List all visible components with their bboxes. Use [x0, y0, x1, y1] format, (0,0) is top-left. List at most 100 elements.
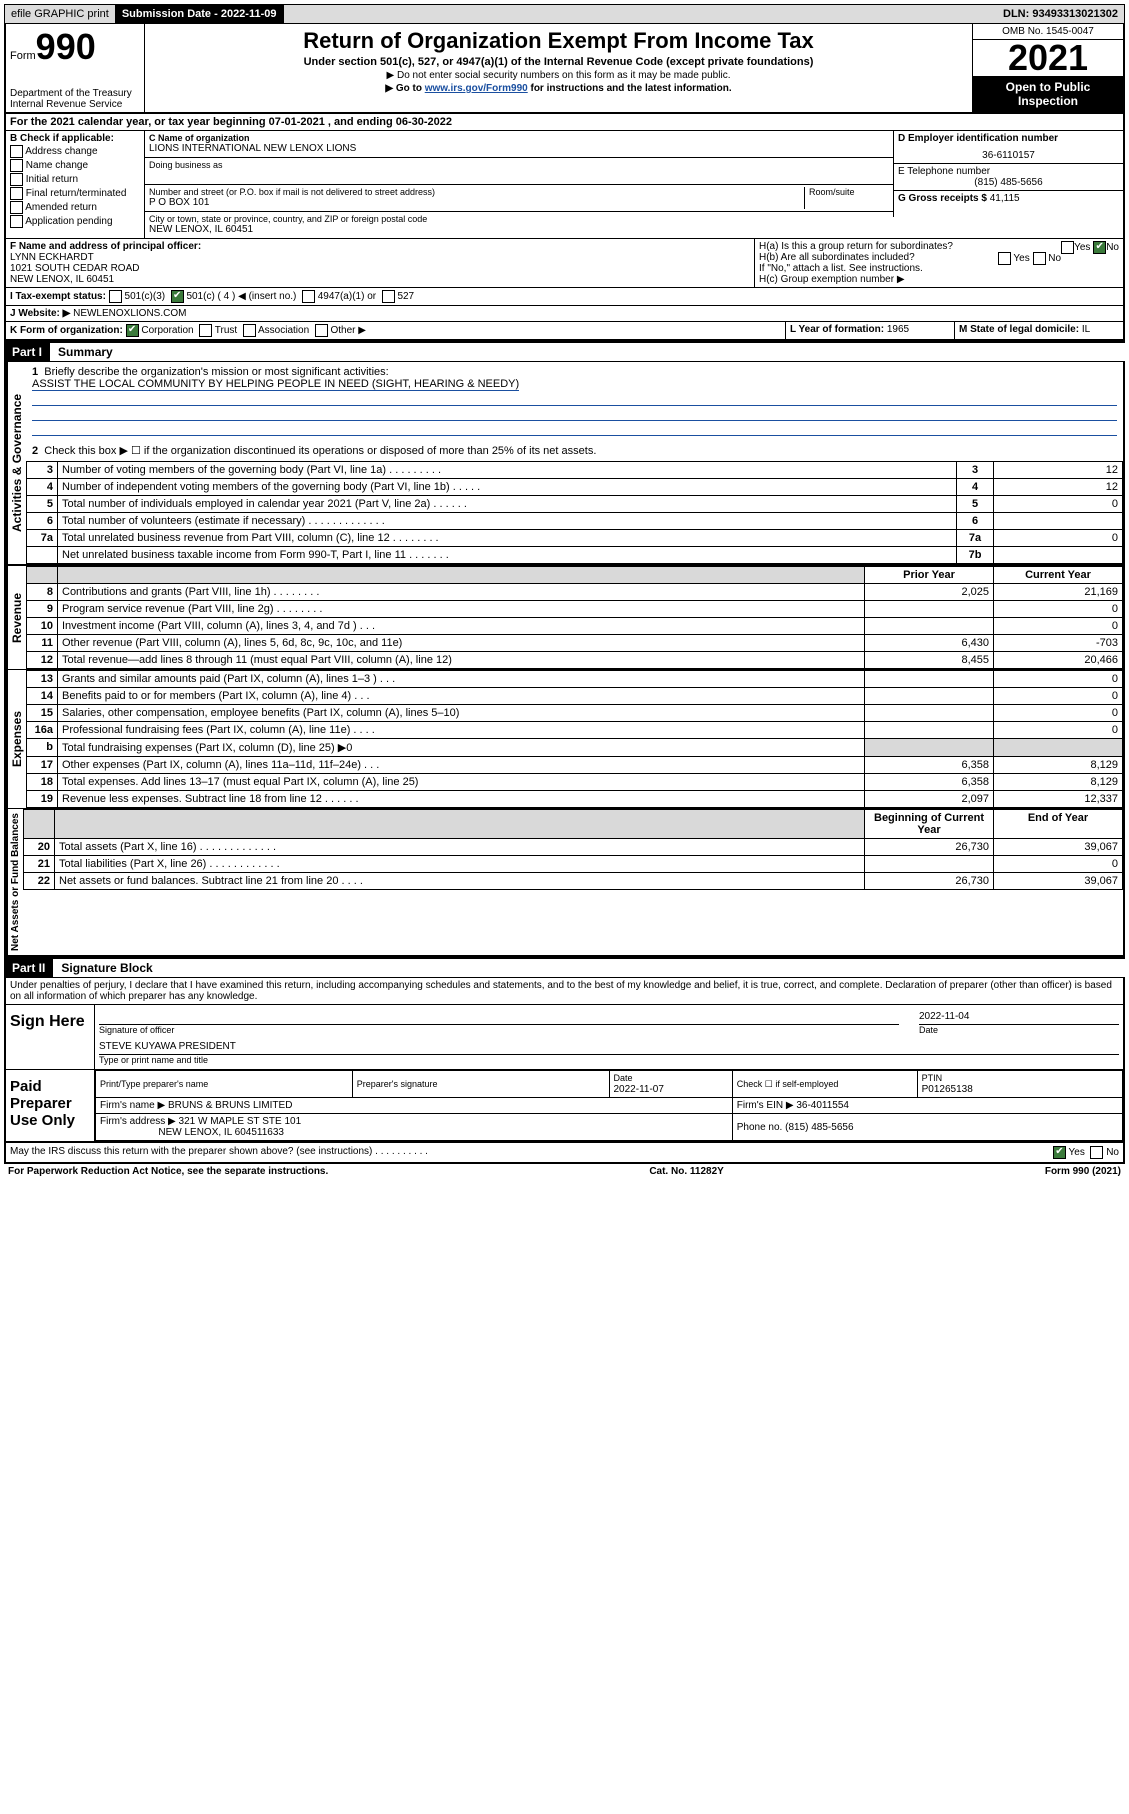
irs-link[interactable]: www.irs.gov/Form990 [425, 83, 528, 94]
submission-date[interactable]: Submission Date - 2022-11-09 [116, 5, 284, 23]
tax-status: I Tax-exempt status: 501(c)(3) ✔ 501(c) … [4, 288, 1125, 306]
f-label: F Name and address of principal officer: [10, 241, 750, 252]
box-c: C Name of organization LIONS INTERNATION… [145, 131, 893, 238]
l-val: 1965 [887, 324, 909, 335]
part2-label: Part II [4, 959, 53, 977]
firm-ein-label: Firm's EIN ▶ [737, 1100, 794, 1111]
note-goto: ▶ Go to www.irs.gov/Form990 for instruct… [151, 83, 966, 94]
box-h: H(a) Is this a group return for subordin… [755, 239, 1123, 287]
open-public: Open to Public Inspection [973, 76, 1123, 112]
form-title-box: Return of Organization Exempt From Incom… [145, 24, 972, 112]
vlabel-exp: Expenses [6, 670, 26, 808]
revenue-table: Prior YearCurrent Year8Contributions and… [26, 566, 1123, 669]
chk-amended[interactable]: Amended return [10, 201, 140, 214]
form-ref: Form 990 (2021) [1045, 1166, 1121, 1177]
org-name: LIONS INTERNATIONAL NEW LENOX LIONS [149, 143, 889, 154]
tax-year: 2021 [973, 40, 1123, 76]
k-trust: Trust [215, 325, 237, 336]
org-addr: P O BOX 101 [149, 197, 804, 208]
g-label: G Gross receipts $ [898, 193, 987, 204]
m-label: M State of legal domicile: [959, 324, 1079, 335]
dept-label: Department of the Treasury [10, 88, 140, 99]
assets-section: Net Assets or Fund Balances Beginning of… [4, 808, 1125, 957]
discuss-yes: Yes [1069, 1147, 1085, 1158]
line-a: For the 2021 calendar year, or tax year … [4, 114, 1125, 131]
c3: 501(c)(3) [125, 291, 166, 302]
dln: DLN: 93493313021302 [997, 5, 1124, 23]
form-label: Form [10, 50, 36, 62]
goto-suffix: for instructions and the latest informat… [528, 83, 732, 94]
gross-receipts: 41,115 [990, 193, 1020, 204]
officer-title-label: Type or print name and title [99, 1055, 1119, 1065]
vlabel-net: Net Assets or Fund Balances [6, 809, 23, 955]
org-city: NEW LENOX, IL 60451 [149, 224, 889, 235]
l-label: L Year of formation: [790, 324, 884, 335]
hc: H(c) Group exemption number ▶ [759, 274, 1119, 285]
ha: H(a) Is this a group return for subordin… [759, 241, 1119, 252]
sign-here-label: Sign Here [6, 1005, 95, 1069]
chk-final[interactable]: Final return/terminated [10, 187, 140, 200]
addr-label: Number and street (or P.O. box if mail i… [149, 187, 804, 197]
part1-header: Part I Summary [4, 341, 1125, 362]
officer-printed: STEVE KUYAWA PRESIDENT [99, 1041, 1119, 1055]
box-b: B Check if applicable: Address change Na… [6, 131, 145, 238]
year-box: OMB No. 1545-0047 2021 Open to Public In… [972, 24, 1123, 112]
hb-note: If "No," attach a list. See instructions… [759, 263, 1119, 274]
box-f: F Name and address of principal officer:… [6, 239, 755, 287]
website-row: J Website: ▶ NEWLENOXLIONS.COM [4, 306, 1125, 322]
cat-no: Cat. No. 11282Y [649, 1166, 723, 1177]
sig-date: 2022-11-04 [919, 1011, 1119, 1025]
m-val: IL [1082, 324, 1090, 335]
k-corp: Corporation [141, 325, 193, 336]
expenses-table: 13Grants and similar amounts paid (Part … [26, 670, 1123, 808]
mission-text: ASSIST THE LOCAL COMMUNITY BY HELPING PE… [32, 378, 519, 391]
firm-ein: 36-4011554 [796, 1100, 849, 1111]
prep-date: 2022-11-07 [614, 1084, 664, 1095]
officer-addr2: NEW LENOX, IL 60451 [10, 274, 750, 285]
prep-sig-label: Preparer's signature [357, 1079, 438, 1089]
header-bar: efile GRAPHIC print Submission Date - 20… [4, 4, 1125, 24]
website: NEWLENOXLIONS.COM [73, 308, 186, 319]
firm-addr1: 321 W MAPLE ST STE 101 [179, 1116, 302, 1127]
s527: 527 [397, 291, 414, 302]
governance-section: Activities & Governance 1 Briefly descri… [4, 362, 1125, 564]
c-other: 501(c) ( 4 ) ◀ (insert no.) [186, 291, 296, 302]
entity-info: B Check if applicable: Address change Na… [4, 131, 1125, 238]
officer-group-row: F Name and address of principal officer:… [4, 238, 1125, 288]
firm-addr-label: Firm's address ▶ [100, 1116, 176, 1127]
governance-table: 3Number of voting members of the governi… [26, 461, 1123, 564]
b-label: B Check if applicable: [10, 133, 140, 144]
chk-pending[interactable]: Application pending [10, 215, 140, 228]
firm-phone: (815) 485-5656 [785, 1122, 853, 1133]
chk-addr[interactable]: Address change [10, 145, 140, 158]
form-title: Return of Organization Exempt From Incom… [151, 28, 966, 54]
chk-name[interactable]: Name change [10, 159, 140, 172]
chk-initial[interactable]: Initial return [10, 173, 140, 186]
signature-block: Sign Here Signature of officer 2022-11-0… [4, 1004, 1125, 1143]
k-label: K Form of organization: [10, 325, 123, 336]
part2-title: Signature Block [53, 961, 152, 975]
firm-addr2: NEW LENOX, IL 604511633 [158, 1127, 284, 1138]
room-label: Room/suite [809, 187, 889, 197]
goto-prefix: ▶ Go to [385, 83, 424, 94]
c-name-label: C Name of organization [149, 133, 889, 143]
assets-table: Beginning of Current YearEnd of Year20To… [23, 809, 1123, 890]
preparer-table: Print/Type preparer's name Preparer's si… [95, 1070, 1123, 1141]
prep-date-label: Date [614, 1073, 633, 1083]
mission-block: 1 Briefly describe the organization's mi… [26, 362, 1123, 440]
right-info: D Employer identification number 36-6110… [893, 131, 1123, 238]
paid-prep-label: Paid Preparer Use Only [6, 1070, 95, 1141]
form-subtitle: Under section 501(c), 527, or 4947(a)(1)… [151, 56, 966, 68]
expenses-section: Expenses 13Grants and similar amounts pa… [4, 669, 1125, 808]
date-label: Date [919, 1025, 1119, 1035]
e-label: E Telephone number [898, 166, 1119, 177]
revenue-section: Revenue Prior YearCurrent Year8Contribut… [4, 564, 1125, 669]
city-label: City or town, state or province, country… [149, 214, 889, 224]
firm-name-label: Firm's name ▶ [100, 1100, 165, 1111]
self-employed: Check ☐ if self-employed [737, 1079, 839, 1089]
phone: (815) 485-5656 [898, 177, 1119, 188]
j-label: J Website: ▶ [10, 308, 70, 319]
part1-title: Summary [50, 345, 113, 359]
penalty-text: Under penalties of perjury, I declare th… [4, 978, 1125, 1004]
vlabel-gov: Activities & Governance [6, 362, 26, 564]
